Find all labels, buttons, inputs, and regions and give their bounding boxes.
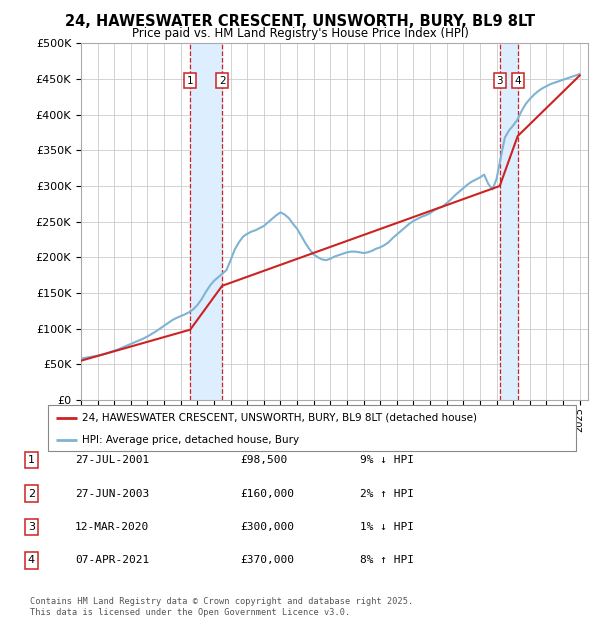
Text: 1% ↓ HPI: 1% ↓ HPI xyxy=(360,522,414,532)
Text: 9% ↓ HPI: 9% ↓ HPI xyxy=(360,455,414,465)
Text: 2: 2 xyxy=(219,76,226,86)
Bar xyxy=(190,43,222,400)
Text: 2: 2 xyxy=(28,489,35,498)
Bar xyxy=(500,43,518,400)
Text: 4: 4 xyxy=(514,76,521,86)
Text: Contains HM Land Registry data © Crown copyright and database right 2025.
This d: Contains HM Land Registry data © Crown c… xyxy=(30,598,413,617)
FancyBboxPatch shape xyxy=(48,405,576,451)
Text: 12-MAR-2020: 12-MAR-2020 xyxy=(75,522,149,532)
Text: £160,000: £160,000 xyxy=(240,489,294,498)
Text: 4: 4 xyxy=(28,556,35,565)
Text: 27-JUL-2001: 27-JUL-2001 xyxy=(75,455,149,465)
Text: 2% ↑ HPI: 2% ↑ HPI xyxy=(360,489,414,498)
Text: 3: 3 xyxy=(28,522,35,532)
Text: 3: 3 xyxy=(496,76,503,86)
Text: £370,000: £370,000 xyxy=(240,556,294,565)
Text: 8% ↑ HPI: 8% ↑ HPI xyxy=(360,556,414,565)
Text: 1: 1 xyxy=(187,76,194,86)
Text: £98,500: £98,500 xyxy=(240,455,287,465)
Text: HPI: Average price, detached house, Bury: HPI: Average price, detached house, Bury xyxy=(82,435,299,445)
Text: 24, HAWESWATER CRESCENT, UNSWORTH, BURY, BL9 8LT (detached house): 24, HAWESWATER CRESCENT, UNSWORTH, BURY,… xyxy=(82,413,478,423)
Text: 24, HAWESWATER CRESCENT, UNSWORTH, BURY, BL9 8LT: 24, HAWESWATER CRESCENT, UNSWORTH, BURY,… xyxy=(65,14,535,29)
Text: £300,000: £300,000 xyxy=(240,522,294,532)
Text: Price paid vs. HM Land Registry's House Price Index (HPI): Price paid vs. HM Land Registry's House … xyxy=(131,27,469,40)
Text: 07-APR-2021: 07-APR-2021 xyxy=(75,556,149,565)
Text: 27-JUN-2003: 27-JUN-2003 xyxy=(75,489,149,498)
Text: 1: 1 xyxy=(28,455,35,465)
